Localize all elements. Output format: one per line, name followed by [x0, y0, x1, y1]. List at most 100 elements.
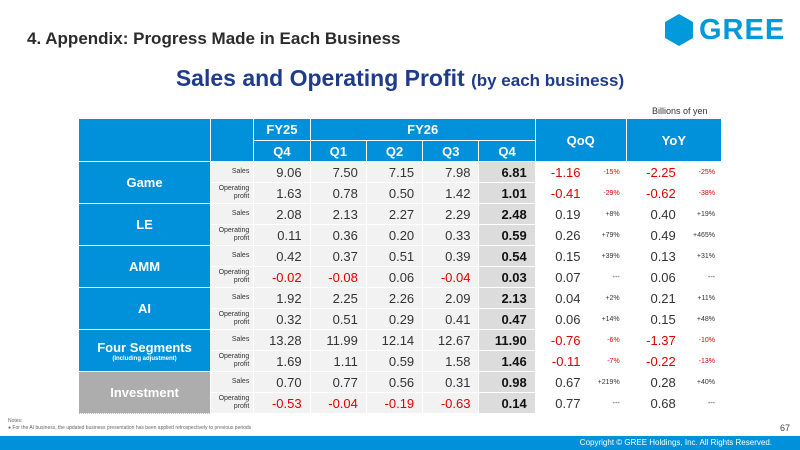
value-cell: 2.27: [365, 203, 424, 225]
yoy-pct-cell: -25%: [679, 161, 723, 183]
segment-title: LE: [136, 217, 153, 232]
value-cell: 6.81: [478, 161, 536, 183]
table-row: Operating profit 1.69 1.11 0.59 1.58 1.46 -0.1…: [79, 350, 723, 372]
value-cell: 0.32: [253, 308, 311, 330]
row-label: Sales: [210, 203, 255, 225]
row-label: Sales: [210, 245, 255, 267]
value-cell: 0.06: [365, 266, 424, 288]
header-period: Q4: [253, 140, 311, 162]
segment-name: Investment: [77, 371, 212, 414]
qoq-pct-cell: +14%: [584, 308, 627, 330]
value-cell: 0.77: [309, 371, 367, 393]
segment-name: LE: [77, 203, 212, 246]
segment-title: Game: [126, 175, 163, 190]
qoq-pct-cell: ---: [584, 392, 627, 414]
qoq-pct-cell: -29%: [584, 182, 627, 204]
value-cell: -0.04: [422, 266, 480, 288]
value-cell: 2.48: [478, 203, 536, 225]
table-row: Four Segments (Including adjustment) Sales…: [77, 329, 723, 372]
qoq-pct-cell: +8%: [584, 203, 627, 225]
segment-title: Investment: [110, 385, 179, 400]
value-cell: 12.14: [365, 329, 424, 351]
yoy-pct-cell: +465%: [679, 224, 723, 246]
segment-title: Four Segments: [97, 339, 192, 355]
row-label: Sales: [210, 371, 255, 393]
header-qoq: QoQ: [534, 118, 627, 162]
value-cell: -0.19: [365, 392, 424, 414]
value-cell: 0.37: [309, 245, 367, 267]
yoy-pct-cell: -38%: [679, 182, 723, 204]
section-title: 4. Appendix: Progress Made in Each Busin…: [27, 29, 401, 48]
qoq-pct-cell: +39%: [584, 245, 627, 267]
value-cell: 0.70: [253, 371, 311, 393]
header-period: Q1: [309, 140, 367, 162]
value-cell: 0.31: [422, 371, 480, 393]
note-item: ● For the AI business, the updated busin…: [8, 425, 252, 431]
table-row: AMM Sales 0.42 0.37 0.51 0.39 0.54 0.15 +39% 0.13…: [77, 245, 723, 288]
yoy-cell: 0.49: [625, 224, 681, 246]
yoy-pct-cell: ---: [679, 392, 723, 414]
yoy-cell: -2.25: [625, 161, 681, 183]
page-title: Sales and Operating Profit (by each busi…: [0, 65, 800, 92]
segment-title: AMM: [129, 259, 161, 274]
table-row: AI Sales 1.92 2.25 2.26 2.09 2.13 0.04 +2% 0.21 +1…: [77, 287, 723, 330]
value-cell: -0.63: [422, 392, 480, 414]
yoy-cell: -0.62: [625, 182, 681, 204]
value-cell: -0.53: [253, 392, 311, 414]
yoy-pct-cell: +19%: [679, 203, 723, 225]
value-cell: 1.69: [253, 350, 311, 372]
yoy-pct-cell: -10%: [679, 329, 723, 351]
row-label: Operating profit: [210, 266, 255, 288]
value-cell: 7.15: [365, 161, 424, 183]
value-cell: 11.99: [309, 329, 367, 351]
value-cell: -0.08: [309, 266, 367, 288]
value-cell: 1.92: [253, 287, 311, 309]
value-cell: 11.90: [478, 329, 536, 351]
copyright: Copyright © GREE Holdings, Inc. All Righ…: [579, 438, 772, 447]
value-cell: 2.09: [422, 287, 480, 309]
yoy-pct-cell: +11%: [679, 287, 723, 309]
value-cell: -0.02: [253, 266, 311, 288]
footer-bar: Copyright © GREE Holdings, Inc. All Righ…: [0, 436, 800, 450]
qoq-cell: 0.07: [534, 266, 586, 288]
value-cell: 0.98: [478, 371, 536, 393]
qoq-cell: 0.04: [534, 287, 586, 309]
qoq-cell: 0.67: [534, 371, 586, 393]
financial-table: FY25 FY26 QoQ YoY Q4 Q1 Q2 Q3 Q4 Game Sales 9.…: [77, 118, 723, 414]
header-period: Q3: [422, 140, 480, 162]
value-cell: 2.13: [478, 287, 536, 309]
gree-logo: GREE: [664, 12, 785, 48]
value-cell: 1.46: [478, 350, 536, 372]
qoq-cell: -0.41: [534, 182, 586, 204]
value-cell: 2.29: [422, 203, 480, 225]
header-fy25: FY25: [253, 118, 311, 141]
row-label: Operating profit: [210, 182, 255, 204]
yoy-cell: 0.21: [625, 287, 681, 309]
value-cell: 7.50: [309, 161, 367, 183]
notes-label: Notes:: [8, 418, 23, 424]
qoq-cell: 0.26: [534, 224, 586, 246]
header-fy26: FY26: [309, 118, 536, 141]
segment-subtitle: (Including adjustment): [112, 355, 177, 362]
page-title-sub: (by each business): [471, 71, 625, 90]
value-cell: 0.51: [309, 308, 367, 330]
qoq-pct-cell: -7%: [584, 350, 627, 372]
logo-text: GREE: [699, 13, 786, 46]
value-cell: 0.54: [478, 245, 536, 267]
value-cell: 2.08: [253, 203, 311, 225]
qoq-cell: -0.11: [534, 350, 586, 372]
value-cell: 0.36: [309, 224, 367, 246]
value-cell: 0.56: [365, 371, 424, 393]
value-cell: 0.59: [365, 350, 424, 372]
yoy-cell: 0.15: [625, 308, 681, 330]
yoy-cell: -1.37: [625, 329, 681, 351]
value-cell: 0.41: [422, 308, 480, 330]
value-cell: 1.01: [478, 182, 536, 204]
qoq-pct-cell: +79%: [584, 224, 627, 246]
value-cell: 1.11: [309, 350, 367, 372]
value-cell: 0.29: [365, 308, 424, 330]
table-row: Investment Sales 0.70 0.77 0.56 0.31 0.98 0.67 +…: [77, 371, 723, 414]
qoq-cell: 0.19: [534, 203, 586, 225]
row-label: Sales: [210, 287, 255, 309]
units-label: Billions of yen: [652, 106, 708, 116]
